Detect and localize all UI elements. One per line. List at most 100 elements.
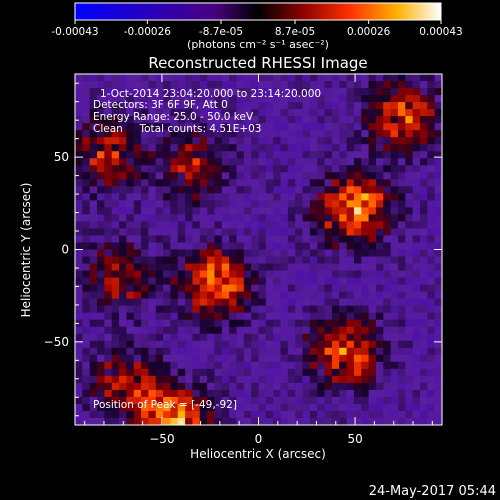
heatmap-cell	[273, 298, 282, 307]
heatmap-cell	[141, 375, 149, 384]
heatmap-cell	[126, 221, 135, 230]
heatmap-cell	[155, 326, 164, 335]
heatmap-cell	[251, 291, 260, 300]
heatmap-cell	[97, 172, 105, 180]
heatmap-cell	[236, 382, 245, 391]
heatmap-cell	[82, 389, 91, 398]
heatmap-cell	[302, 242, 311, 251]
heatmap-cell	[111, 144, 120, 152]
heatmap-cell	[390, 228, 399, 237]
heatmap-cell	[368, 354, 377, 363]
heatmap-cell	[427, 368, 436, 377]
heatmap-cell	[236, 144, 245, 152]
heatmap-cell	[185, 207, 194, 215]
heatmap-cell	[346, 291, 355, 300]
heatmap-cell	[221, 200, 230, 208]
heatmap-cell	[97, 270, 105, 279]
heatmap-cell	[243, 368, 252, 377]
heatmap-cell	[192, 200, 201, 208]
heatmap-cell	[221, 165, 230, 173]
heatmap-cell	[309, 200, 318, 208]
heatmap-cell	[170, 74, 179, 82]
heatmap-cell	[331, 74, 340, 82]
heatmap-cell	[104, 144, 113, 152]
heatmap-cell	[317, 74, 326, 82]
heatmap-cell	[207, 158, 216, 166]
heatmap-cell	[214, 200, 223, 208]
heatmap-cell	[133, 235, 142, 244]
heatmap-cell	[375, 270, 384, 279]
heatmap-cell	[236, 319, 245, 328]
colorbar-tick-label: 8.7e-05	[275, 26, 315, 38]
heatmap-cell	[207, 284, 216, 293]
heatmap-cell	[353, 102, 362, 110]
heatmap-cell	[192, 347, 201, 356]
heatmap-cell	[199, 200, 208, 208]
heatmap-cell	[331, 172, 340, 180]
heatmap-cell	[199, 403, 208, 412]
heatmap-cell	[397, 389, 406, 398]
heatmap-cell	[229, 312, 238, 321]
heatmap-cell	[89, 382, 98, 391]
heatmap-cell	[309, 186, 318, 194]
heatmap-cell	[177, 109, 186, 117]
heatmap-cell	[390, 249, 399, 258]
heatmap-cell	[177, 361, 186, 370]
heatmap-cell	[111, 214, 120, 223]
heatmap-cell	[339, 277, 348, 286]
heatmap-cell	[170, 221, 179, 230]
heatmap-cell	[331, 410, 340, 419]
heatmap-cell	[104, 95, 113, 103]
heatmap-cell	[214, 403, 223, 412]
heatmap-cell	[258, 172, 267, 180]
heatmap-cell	[141, 417, 149, 425]
heatmap-cell	[273, 354, 282, 363]
heatmap-cell	[111, 102, 120, 110]
heatmap-cell	[295, 375, 304, 384]
heatmap-cell	[251, 221, 260, 230]
heatmap-cell	[192, 375, 201, 384]
heatmap-cell	[353, 312, 362, 321]
heatmap-cell	[317, 249, 326, 258]
heatmap-cell	[199, 361, 208, 370]
heatmap-cell	[287, 193, 296, 201]
heatmap-cell	[412, 235, 421, 244]
heatmap-cell	[302, 116, 311, 124]
heatmap-cell	[295, 74, 304, 82]
heatmap-cell	[295, 256, 304, 265]
heatmap-cell	[361, 298, 370, 307]
heatmap-cell	[141, 172, 149, 180]
heatmap-cell	[148, 417, 157, 425]
heatmap-cell	[163, 200, 172, 208]
heatmap-cell	[390, 235, 399, 244]
heatmap-cell	[236, 361, 245, 370]
heatmap-cell	[280, 410, 289, 419]
heatmap-cell	[89, 242, 98, 251]
heatmap-cell	[148, 319, 157, 328]
heatmap-cell	[163, 396, 172, 405]
heatmap-cell	[229, 144, 238, 152]
heatmap-cell	[155, 256, 164, 265]
heatmap-cell	[192, 186, 201, 194]
heatmap-cell	[427, 214, 436, 223]
heatmap-cell	[368, 382, 377, 391]
heatmap-cell	[280, 403, 289, 412]
heatmap-cell	[419, 207, 428, 215]
heatmap-cell	[383, 277, 392, 286]
heatmap-cell	[236, 333, 245, 342]
heatmap-cell	[405, 361, 414, 370]
heatmap-cell	[258, 277, 267, 286]
heatmap-cell	[405, 179, 414, 187]
heatmap-cell	[361, 144, 370, 152]
heatmap-cell	[89, 347, 98, 356]
heatmap-cell	[287, 242, 296, 251]
heatmap-cell	[324, 256, 333, 265]
heatmap-cell	[119, 172, 127, 180]
heatmap-cell	[221, 319, 230, 328]
heatmap-cell	[368, 172, 377, 180]
heatmap-cell	[419, 123, 428, 131]
heatmap-cell	[309, 158, 318, 166]
heatmap-cell	[427, 200, 436, 208]
heatmap-cell	[236, 214, 245, 223]
heatmap-cell	[141, 81, 149, 89]
